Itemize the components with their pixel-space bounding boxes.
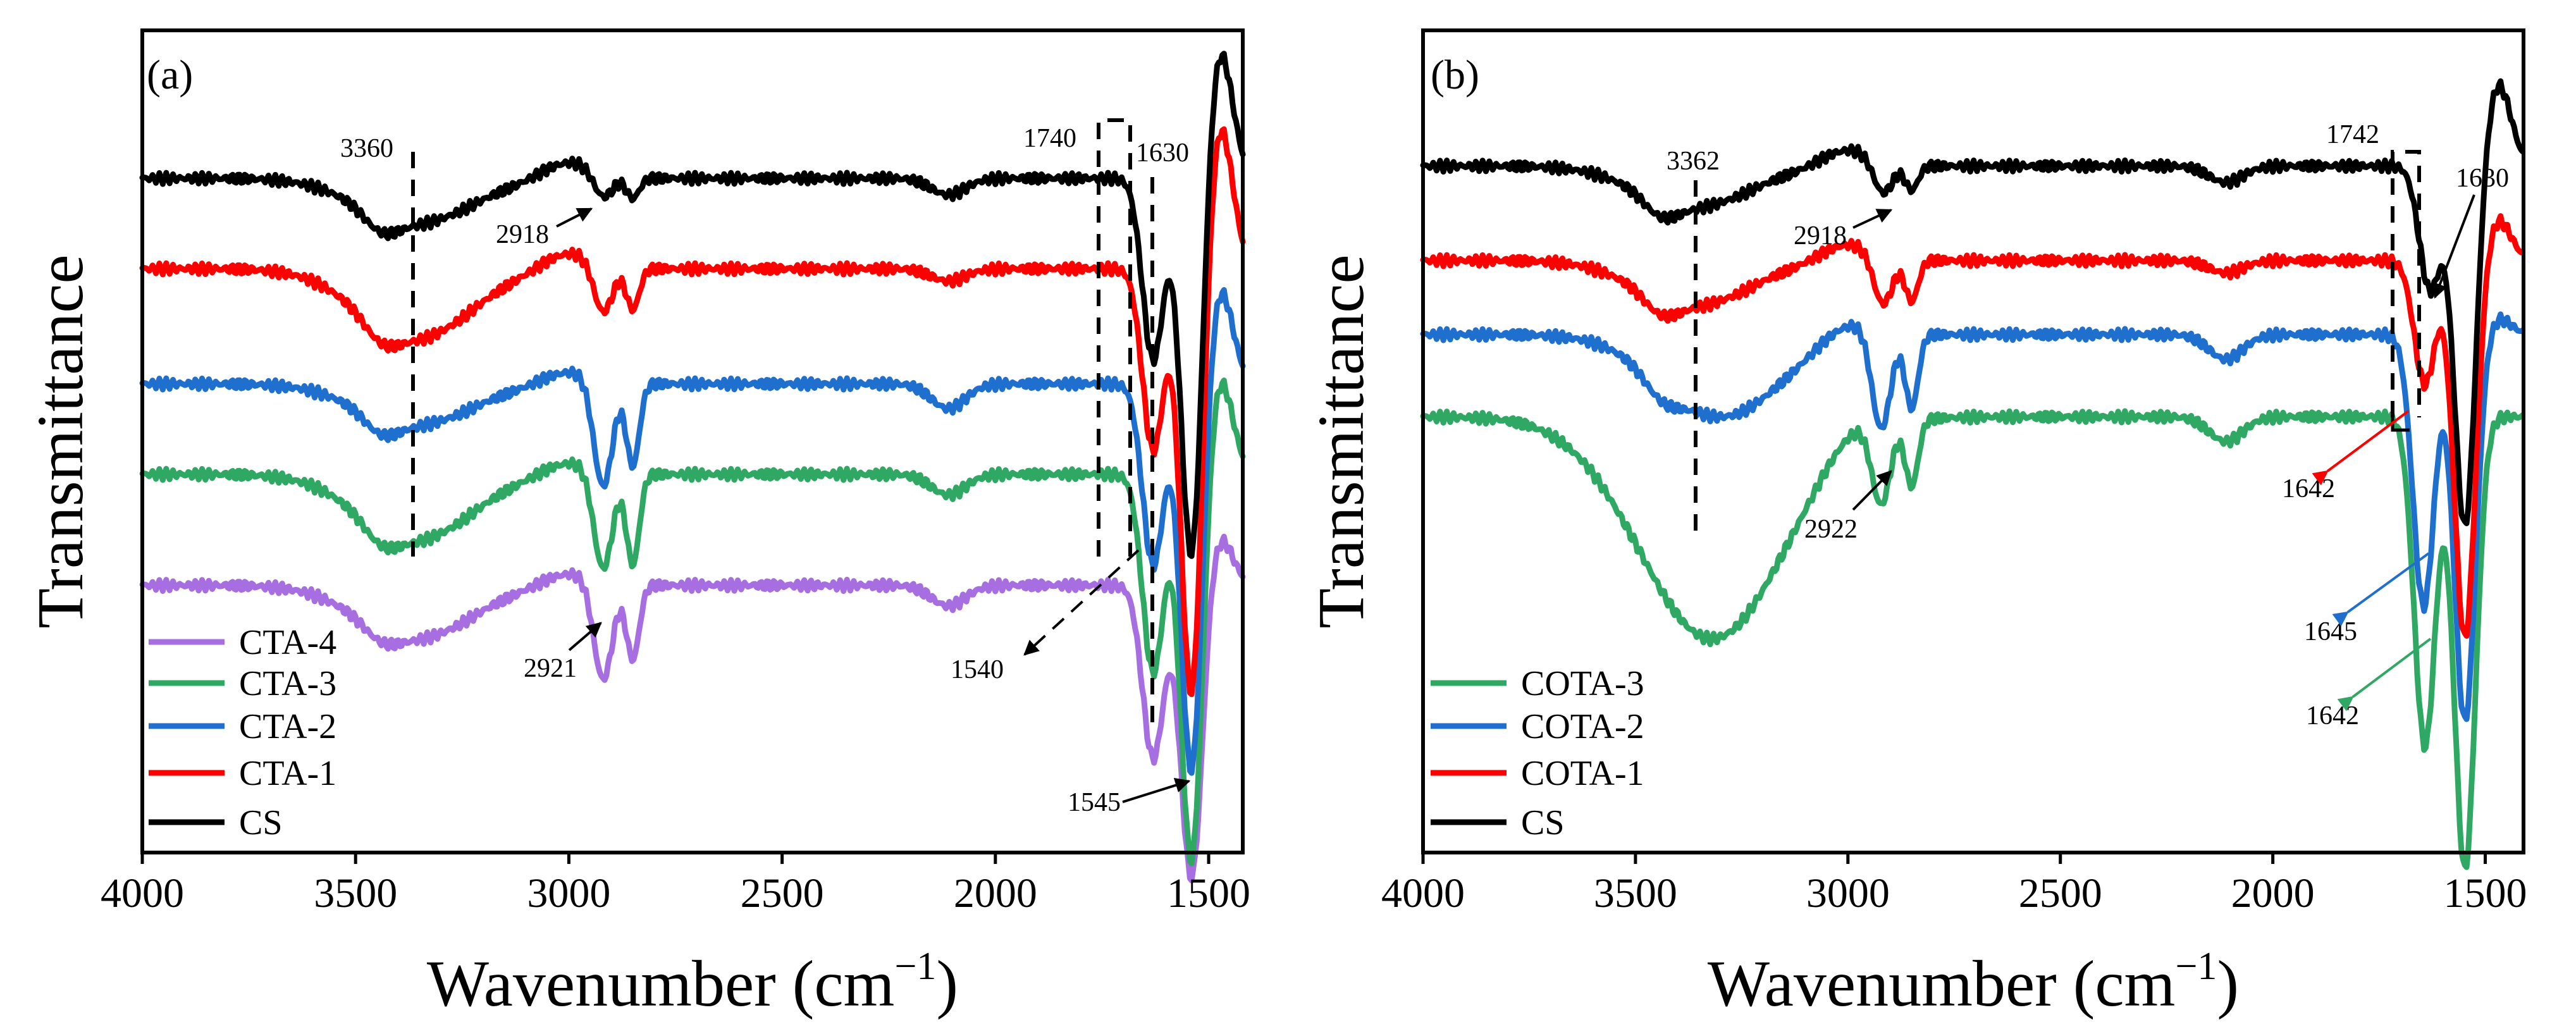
panel-a-x-axis-label-close: ) [936, 947, 958, 1020]
panel-b-annotation-1645: 1645 [2304, 617, 2357, 646]
x-tick-label-1500: 1500 [1167, 870, 1250, 916]
panel-b-annotation-2918: 2918 [1794, 221, 1847, 250]
panel-a-plot-frame [140, 28, 1245, 854]
panel-a-series-cta-2 [139, 287, 1246, 776]
panel-b-x-ticks: 4000 3500 3000 2500 2000 1500 [1381, 853, 2527, 916]
panel-a-series-cta-4 [139, 533, 1246, 884]
panel-a-legend-label-cs: CS [239, 803, 283, 842]
panel-a-x-axis-label: Wavenumber (cm−1) [427, 945, 958, 1020]
x-tick-label-2500: 2500 [2019, 870, 2102, 916]
panel-b-x-axis-label-main: Wavenumber (cm [1708, 947, 2176, 1020]
panel-b-series-group [1420, 78, 2526, 870]
panel-a-legend-label-cta2: CTA-2 [239, 707, 336, 746]
panel-a-legend-label-cta4: CTA-4 [239, 623, 336, 662]
panel-b-legend: COTA-3 COTA-2 COTA-1 CS [1431, 664, 1644, 842]
panel-a-series-group [139, 51, 1246, 884]
panel-a-legend-label-cta1: CTA-1 [239, 754, 336, 793]
panel-a-legend: CTA-4 CTA-3 CTA-2 CTA-1 CS [149, 623, 336, 842]
panel-b-plot-frame [1421, 28, 2525, 854]
panel-a-series-cs [139, 51, 1246, 559]
panel-a-arrow-2918 [556, 207, 593, 228]
panel-a-annotation-1540: 1540 [951, 655, 1004, 684]
panel-b-annotation-1642-red: 1642 [2282, 474, 2335, 503]
panel-b-x-axis-label-close: ) [2217, 947, 2239, 1020]
x-tick-label-2000: 2000 [954, 870, 1037, 916]
panel-a-label: (a) [147, 52, 193, 98]
panel-a-annotation-2918: 2918 [496, 220, 549, 249]
x-tick-label-1500: 1500 [2444, 870, 2527, 916]
panel-a-arrow-2921 [568, 622, 602, 651]
panel-b-arrow-1630 [2432, 194, 2475, 299]
panel-a-annotation-3360: 3360 [340, 134, 393, 163]
panel-b-annotation-1742: 1742 [2326, 120, 2379, 149]
panel-b-legend-label-cs: CS [1521, 803, 1565, 842]
panel-b-series-cota-1 [1420, 213, 2526, 639]
panel-a: 4000 3500 3000 2500 2000 1500 (a) Transmittan… [24, 28, 1250, 1020]
panel-b-x-axis-label-sup: −1 [2175, 945, 2217, 988]
panel-a-x-axis-label-sup: −1 [894, 945, 936, 988]
panel-b-label: (b) [1431, 52, 1479, 98]
x-tick-label-4000: 4000 [101, 870, 184, 916]
panel-b-arrow-1645 [2332, 552, 2430, 627]
panel-a-series-cta-3 [139, 378, 1246, 866]
x-tick-label-4000: 4000 [1381, 870, 1465, 916]
panel-a-arrow-1540 [1023, 549, 1140, 656]
panel-a-annotation-2921: 2921 [524, 654, 577, 683]
x-tick-label-3000: 3000 [1806, 870, 1890, 916]
panel-b-series-cota-2 [1420, 311, 2526, 722]
panel-a-legend-label-cta3: CTA-3 [239, 664, 336, 703]
x-tick-label-2500: 2500 [741, 870, 824, 916]
panel-b-series-cota-3 [1420, 408, 2526, 870]
panel-a-annotation-1545: 1545 [1068, 788, 1121, 817]
panel-a-series-cta-1 [139, 126, 1246, 698]
panel-b-annotation-1630: 1630 [2456, 164, 2509, 193]
panel-a-bracket-1740 [1097, 118, 1132, 557]
x-tick-label-3500: 3500 [314, 870, 397, 916]
x-tick-label-3500: 3500 [1594, 870, 1677, 916]
panel-b-y-axis-label: Transmittance [1305, 254, 1377, 628]
panel-b-series-cs [1420, 78, 2526, 526]
panel-a-annotation-1740: 1740 [1023, 124, 1076, 153]
panel-b-legend-label-cota3: COTA-3 [1521, 664, 1644, 703]
panel-b-x-axis-label: Wavenumber (cm−1) [1708, 945, 2239, 1020]
panel-b-legend-label-cota1: COTA-1 [1521, 754, 1644, 793]
panel-b-arrow-2918 [1852, 209, 1893, 229]
panel-b-annotation-3362: 3362 [1667, 147, 1720, 176]
panel-b-arrow-1642-green [2337, 638, 2432, 712]
panel-a-annotation-1630: 1630 [1136, 139, 1189, 168]
panel-b-arrow-2922 [1852, 470, 1892, 511]
panel-a-arrow-1545 [1122, 778, 1191, 803]
panel-b-arrow-1642-red [2312, 410, 2410, 486]
panel-b-legend-label-cota2: COTA-2 [1521, 707, 1644, 746]
panel-a-x-ticks: 4000 3500 3000 2500 2000 1500 [101, 853, 1250, 916]
panel-b: 4000 3500 3000 2500 2000 1500 (b) Transmittan… [1305, 28, 2527, 1020]
panel-a-x-axis-label-main: Wavenumber (cm [427, 947, 895, 1020]
panel-b-annotation-1642-green: 1642 [2306, 701, 2359, 730]
panel-a-y-axis-label: Transmittance [24, 254, 97, 628]
panel-b-annotation-2922: 2922 [1804, 515, 1858, 544]
x-tick-label-2000: 2000 [2231, 870, 2315, 916]
x-tick-label-3000: 3000 [527, 870, 610, 916]
panel-b-bracket-1742 [2391, 150, 2421, 417]
